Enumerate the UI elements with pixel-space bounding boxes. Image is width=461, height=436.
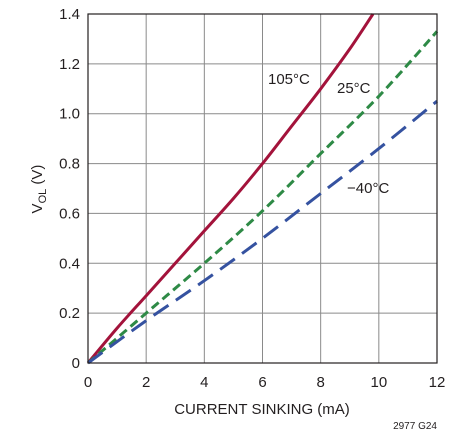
y-axis-label-subscript: OL	[37, 189, 49, 204]
series-line-2	[87, 100, 438, 365]
figure-code: 2977 G24	[393, 421, 437, 432]
x-axis-label: CURRENT SINKING (mA)	[174, 401, 350, 418]
x-tick-label: 0	[84, 374, 92, 391]
x-tick-label: 2	[142, 374, 150, 391]
y-tick-label: 1.0	[59, 106, 80, 123]
y-tick-label: 1.4	[59, 6, 80, 23]
x-tick-label: 12	[429, 374, 446, 391]
x-tick-label: 10	[370, 374, 387, 391]
y-axis-label-unit: (V)	[29, 165, 46, 189]
series-label-25c: 25°C	[337, 80, 371, 97]
y-tick-labels: 0 0.2 0.4 0.6 0.8 1.0 1.2 1.4	[59, 6, 80, 372]
y-tick-label: 1.2	[59, 56, 80, 73]
curves	[86, 13, 439, 365]
y-axis-label-main: V	[29, 203, 46, 213]
y-tick-label: 0	[72, 355, 80, 372]
x-tick-label: 8	[316, 374, 324, 391]
y-tick-label: 0.6	[59, 205, 80, 222]
series-line-0	[86, 13, 375, 364]
plot-frame	[87, 13, 438, 364]
y-tick-label: 0.8	[59, 156, 80, 173]
series-line-1	[87, 30, 439, 365]
x-tick-label: 4	[200, 374, 208, 391]
x-tick-labels: 0 2 4 6 8 10 12	[84, 374, 446, 391]
x-tick-label: 6	[258, 374, 266, 391]
y-axis-label: VOL (V)	[29, 165, 49, 214]
series-label-105c: 105°C	[268, 71, 310, 88]
series-label-minus40c: −40°C	[347, 180, 389, 197]
y-tick-label: 0.4	[59, 255, 80, 272]
y-tick-label: 0.2	[59, 305, 80, 322]
